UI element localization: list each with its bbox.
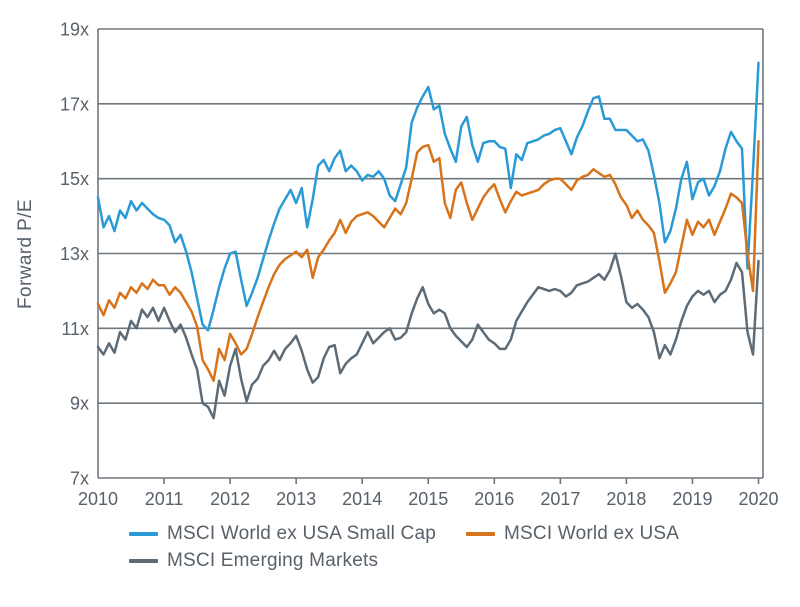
x-tick-label: 2015 — [408, 489, 448, 509]
series-line-1 — [96, 140, 760, 382]
x-tick-label: 2020 — [738, 489, 778, 509]
legend-swatch-emerging-markets-icon — [129, 558, 158, 563]
y-tick-label: 13x — [60, 244, 89, 264]
legend-item-world-ex-usa-small-cap: MSCI World ex USA Small Cap — [129, 522, 436, 545]
y-tick-label: 17x — [60, 94, 89, 114]
x-tick-label: 2016 — [474, 489, 514, 509]
legend: MSCI World ex USA Small Cap MSCI World e… — [129, 522, 679, 572]
x-tick-label: 2011 — [145, 489, 184, 509]
legend-label-world-ex-usa: MSCI World ex USA — [504, 523, 680, 544]
legend-item-world-ex-usa: MSCI World ex USA — [466, 522, 679, 545]
legend-swatch-world-ex-usa-icon — [466, 531, 496, 536]
x-tick-label: 2018 — [606, 489, 646, 509]
y-tick-label: 7x — [70, 469, 89, 489]
legend-label-emerging-markets: MSCI Emerging Markets — [167, 550, 379, 571]
y-tick-label: 15x — [60, 169, 89, 189]
x-tick-label: 2019 — [672, 489, 712, 509]
x-tick-label: 2012 — [210, 489, 250, 509]
legend-label-world-ex-usa-small-cap: MSCI World ex USA Small Cap — [167, 523, 437, 544]
x-tick-label: 2010 — [78, 489, 118, 509]
y-tick-label: 11x — [61, 319, 89, 339]
y-tick-label: 19x — [60, 20, 89, 40]
y-axis-title: Forward P/E — [15, 199, 36, 309]
legend-row-2: MSCI Emerging Markets — [129, 549, 679, 572]
series-line-0 — [96, 61, 760, 332]
series-line-2 — [96, 252, 760, 420]
legend-swatch-world-ex-usa-small-cap-icon — [129, 531, 158, 536]
y-tick-label: 9x — [70, 394, 89, 414]
legend-item-emerging-markets: MSCI Emerging Markets — [129, 549, 378, 572]
x-tick-label: 2013 — [276, 489, 316, 509]
x-tick-label: 2017 — [540, 489, 580, 509]
x-tick-label: 2014 — [342, 489, 382, 509]
legend-row-1: MSCI World ex USA Small Cap MSCI World e… — [129, 522, 679, 545]
